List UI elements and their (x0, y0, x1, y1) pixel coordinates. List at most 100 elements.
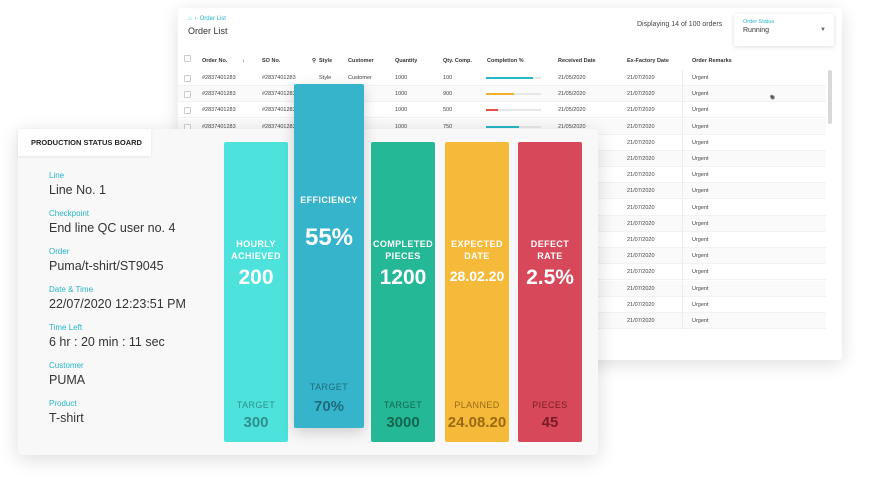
column-divider (682, 167, 683, 184)
ex-factory-date-cell: 21/07/2020 (627, 301, 655, 308)
row-checkbox[interactable] (184, 107, 191, 115)
quantity-cell: 1000 (395, 75, 408, 81)
breadcrumb-current[interactable]: Order List (199, 16, 226, 22)
col-order-no[interactable]: Order No. (202, 58, 228, 64)
card-value: 28.02.20 (449, 268, 505, 284)
info-label: Time Left (49, 323, 83, 332)
table-header: Order No. ↓ SO No. ⚲ Style Customer Quan… (178, 52, 842, 70)
col-quantity[interactable]: Quantity (395, 58, 418, 64)
col-completion[interactable]: Completion % (487, 58, 524, 64)
info-value: 6 hr : 20 min : 11 sec (49, 335, 165, 349)
card-foot-label: TARGET (309, 382, 349, 392)
remarks-cell: Urgent (692, 107, 709, 114)
card-value: 2.5% (526, 266, 574, 289)
col-qty-comp[interactable]: Qty. Comp. (443, 58, 472, 64)
completion-fill (486, 93, 514, 96)
link-icon[interactable]: ⌁ (770, 95, 774, 102)
ex-factory-date-cell: 21/07/2020 (627, 139, 655, 146)
col-customer[interactable]: Customer (348, 58, 374, 64)
delete-icon[interactable]: ▪ (770, 94, 773, 101)
remarks-cell: Urgent (692, 269, 709, 276)
info-label: Checkpoint (49, 209, 90, 218)
info-value: PUMA (49, 373, 86, 387)
card-foot-label: TARGET (383, 400, 423, 410)
chevron-down-icon: ▼ (820, 27, 826, 33)
info-value: End line QC user no. 4 (49, 221, 176, 235)
remarks-cell: Urgent (692, 204, 709, 211)
ex-factory-date-cell: 21/07/2020 (627, 220, 655, 227)
card-value: 1200 (379, 266, 427, 289)
info-value: Puma/t-shirt/ST9045 (49, 259, 164, 273)
ex-factory-date-cell: 21/07/2020 (627, 204, 655, 211)
info-value: Line No. 1 (49, 183, 106, 197)
ex-factory-date-cell: 21/07/2020 (627, 123, 655, 130)
table-row[interactable]: #2837401283#2837401283mer100050021/05/20… (178, 102, 826, 119)
column-divider (682, 70, 683, 86)
remarks-cell: Urgent (692, 285, 709, 292)
info-label: Order (49, 247, 70, 256)
column-divider (682, 183, 683, 200)
board-title: PRODUCTION STATUS BOARD (18, 129, 151, 156)
col-order-remarks[interactable]: Order Remarks (692, 58, 732, 64)
order-no-cell: #2837401283 (202, 75, 236, 81)
remarks-cell: Urgent (692, 75, 709, 81)
qty-comp-cell: 500 (443, 107, 453, 114)
completion-fill (486, 125, 519, 128)
card-foot-value: 70% (313, 398, 345, 415)
column-divider (682, 232, 683, 248)
scrollbar[interactable] (828, 70, 832, 124)
table-row[interactable]: #2837401283 #2837401283 Style Customer 1000 1… (178, 70, 826, 86)
card-foot-value: 45 (541, 414, 559, 431)
column-divider (682, 199, 683, 216)
ex-factory-date-cell: 21/07/2020 (627, 253, 655, 260)
quantity-cell: 1000 (395, 123, 408, 130)
order-status-dropdown[interactable]: Order Status Running ▼ (734, 14, 834, 46)
col-ex-factory-date[interactable]: Ex-Factory Date (627, 58, 669, 64)
row-checkbox[interactable] (184, 91, 191, 99)
ex-factory-date-cell: 21/07/2020 (627, 75, 655, 81)
sort-arrow-icon[interactable]: ↓ (242, 58, 245, 64)
info-date-time: Date & Time 22/07/2020 12:23:51 PM (49, 285, 186, 311)
page-title: Order List (188, 26, 228, 36)
row-checkbox[interactable] (184, 75, 191, 82)
breadcrumb[interactable]: ⌂ › Order List (188, 16, 226, 22)
completion-bar (486, 109, 541, 112)
info-product: Product T-shirt (49, 399, 84, 425)
so-no-cell: #2837401283 (262, 107, 296, 114)
info-order: Order Puma/t-shirt/ST9045 (49, 247, 164, 273)
select-all-checkbox[interactable] (184, 55, 191, 62)
table-row[interactable]: #2837401283#2837401283mer100090021/05/20… (178, 86, 826, 103)
completion-fill (486, 77, 533, 79)
edit-icon[interactable]: ✎ (770, 95, 776, 102)
col-received-date[interactable]: Received Date (558, 58, 596, 64)
efficiency-card: EFFICIENCY 55% TARGET 70% (294, 84, 364, 428)
column-divider (682, 102, 683, 119)
qty-comp-cell: 750 (443, 123, 453, 130)
column-divider (682, 215, 683, 232)
received-date-cell: 21/05/2020 (558, 107, 586, 114)
view-icon[interactable]: ◉ (770, 95, 776, 102)
so-no-cell: #2837401283 (262, 75, 296, 81)
card-foot-value: 24.08.20 (447, 414, 507, 431)
qty-comp-cell: 900 (443, 91, 453, 98)
remarks-cell: Urgent (692, 188, 709, 195)
so-no-cell: #2837401283 (262, 123, 296, 130)
info-label: Customer (49, 361, 84, 370)
home-icon[interactable]: ⌂ (188, 16, 192, 22)
info-line: Line Line No. 1 (49, 171, 106, 197)
order-status-label: Order Status (743, 19, 775, 25)
column-divider (682, 134, 683, 151)
col-style[interactable]: Style (319, 58, 333, 64)
info-time-left: Time Left 6 hr : 20 min : 11 sec (49, 323, 165, 349)
column-divider (682, 248, 683, 265)
order-count: Displaying 14 of 100 orders (637, 21, 723, 28)
card-value: 200 (238, 266, 274, 289)
ex-factory-date-cell: 21/07/2020 (627, 237, 655, 243)
column-divider (682, 86, 683, 103)
card-foot-label: PLANNED (454, 400, 500, 410)
col-so-no[interactable]: SO No. (262, 58, 281, 64)
ex-factory-date-cell: 21/07/2020 (627, 188, 655, 195)
search-icon[interactable]: ⚲ (312, 58, 317, 64)
ex-factory-date-cell: 21/07/2020 (627, 318, 655, 324)
card-caption: HOURLY ACHIEVED (231, 239, 281, 261)
